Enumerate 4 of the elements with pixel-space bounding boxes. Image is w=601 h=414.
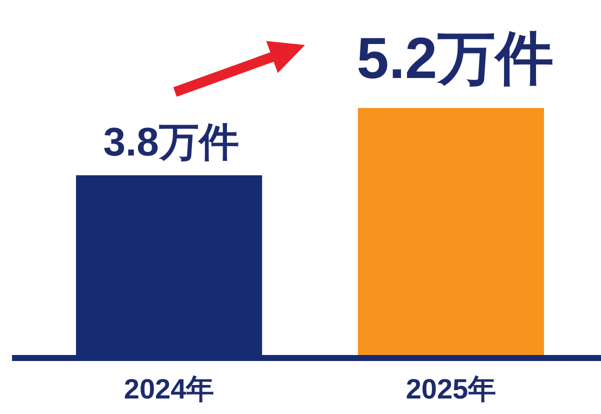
x-tick-label: 2025年 [406, 374, 496, 404]
data-label: 5.2万件 [356, 26, 554, 91]
data-label: 3.8万件 [103, 120, 239, 164]
x-tick-label: 2024年 [124, 374, 214, 404]
